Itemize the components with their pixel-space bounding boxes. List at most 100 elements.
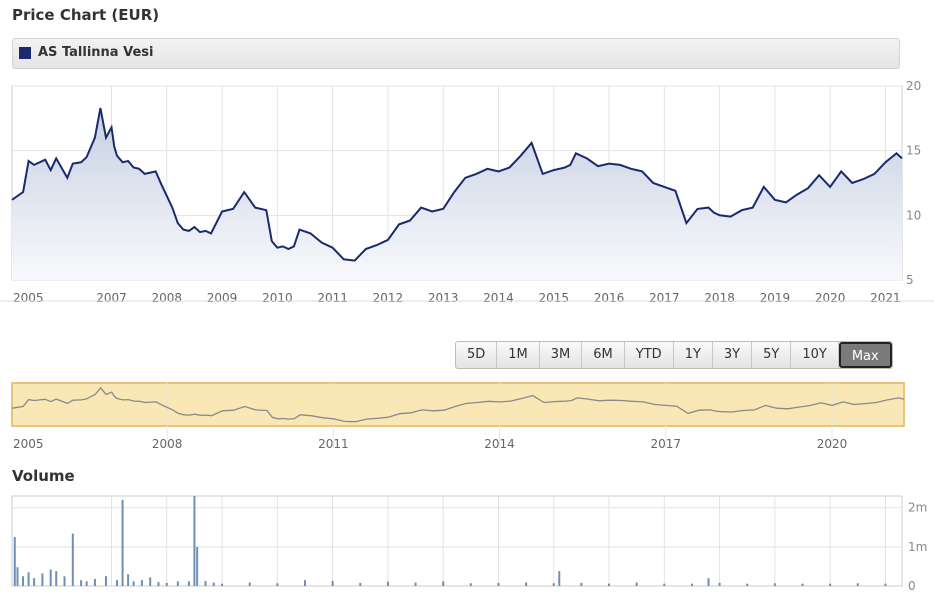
navigator-x-label: 2008 <box>152 437 183 451</box>
range-button-5d[interactable]: 5D <box>456 342 498 368</box>
price-line <box>11 107 903 262</box>
volume-bar <box>204 580 207 586</box>
volume-bar <box>718 582 721 586</box>
volume-bar <box>442 581 445 586</box>
volume-bar <box>157 582 160 586</box>
volume-bar <box>707 578 710 586</box>
volume-bar <box>93 578 96 586</box>
range-button-max[interactable]: Max <box>838 342 892 368</box>
range-button-3y[interactable]: 3Y <box>713 342 753 368</box>
volume-bar <box>121 499 124 586</box>
legend-swatch <box>19 47 31 59</box>
volume-bar <box>386 581 389 586</box>
volume-bar <box>27 572 30 586</box>
volume-bar <box>608 583 611 586</box>
navigator-line <box>11 386 905 423</box>
y-tick-label: 10 <box>906 208 921 222</box>
x-tick-label: 2012 <box>373 291 404 305</box>
volume-plot-area <box>11 495 903 587</box>
x-tick-label: 2016 <box>594 291 625 305</box>
x-tick-label: 2020 <box>815 291 846 305</box>
volume-bar <box>63 576 66 586</box>
navigator-x-label: 2017 <box>650 437 681 451</box>
x-tick-label: 2011 <box>317 291 348 305</box>
x-tick-label: 2013 <box>428 291 459 305</box>
volume-bar <box>497 582 500 586</box>
range-button-5y[interactable]: 5Y <box>752 342 792 368</box>
volume-bar <box>469 583 472 586</box>
x-tick-label: 2007 <box>96 291 127 305</box>
volume-bar <box>127 574 130 586</box>
volume-bar <box>140 580 143 586</box>
volume-bar <box>414 582 417 586</box>
volume-bar <box>829 583 832 586</box>
volume-bar <box>580 582 583 586</box>
volume-bar <box>33 578 36 586</box>
volume-bar <box>55 571 58 586</box>
volume-bar <box>884 583 887 586</box>
navigator-x-label: 2005 <box>13 437 44 451</box>
navigator-x-label: 2014 <box>484 437 515 451</box>
volume-bar <box>773 583 776 586</box>
legend-series-name: AS Tallinna Vesi <box>38 45 154 60</box>
volume-y-tick-label: 2m <box>908 501 927 515</box>
page-title: Price Chart (EUR) <box>12 6 160 24</box>
volume-bar <box>359 582 362 586</box>
x-tick-label: 2005 <box>13 291 44 305</box>
volume-bar <box>165 582 168 586</box>
volume-bar <box>71 533 74 586</box>
range-selector: 5D 1M 3M 6M YTD 1Y 3Y 5Y 10Y Max <box>455 341 893 369</box>
volume-y-tick-label: 0 <box>908 579 916 593</box>
volume-bar <box>176 581 179 586</box>
volume-bar <box>22 576 25 586</box>
navigator-selection <box>11 382 905 427</box>
volume-bar <box>558 571 561 586</box>
volume-bar <box>525 582 528 586</box>
volume-bar <box>690 583 693 586</box>
y-tick-label: 20 <box>906 80 921 93</box>
volume-bar <box>85 581 88 586</box>
volume-bar <box>801 583 804 586</box>
volume-bar <box>221 583 224 586</box>
range-button-1y[interactable]: 1Y <box>674 342 713 368</box>
volume-bar <box>856 583 859 586</box>
volume-bar <box>276 583 279 586</box>
volume-chart[interactable]: 0 1m 2m <box>0 490 934 595</box>
x-tick-label: 2010 <box>262 291 293 305</box>
legend-bar[interactable]: AS Tallinna Vesi <box>12 38 900 69</box>
volume-bar <box>132 581 135 586</box>
range-button-3m[interactable]: 3M <box>540 342 583 368</box>
x-tick-label: 2014 <box>483 291 514 305</box>
volume-bar <box>663 583 666 586</box>
range-button-ytd[interactable]: YTD <box>625 342 674 368</box>
volume-bar <box>13 537 16 586</box>
volume-bar <box>212 582 215 586</box>
x-tick-label: 2021 <box>870 291 901 305</box>
volume-bar <box>16 567 19 586</box>
volume-bar <box>104 576 107 586</box>
volume-bar <box>635 582 638 586</box>
volume-bar <box>149 577 152 586</box>
volume-bar <box>41 573 44 586</box>
navigator-chart[interactable]: 2005 2008 2011 2014 2017 2020 <box>0 376 934 456</box>
volume-bar <box>193 496 196 586</box>
volume-bar <box>187 581 190 586</box>
navigator-x-label: 2011 <box>318 437 349 451</box>
range-button-10y[interactable]: 10Y <box>791 342 839 368</box>
x-tick-label: 2015 <box>538 291 569 305</box>
y-tick-label: 5 <box>906 273 914 287</box>
range-button-1m[interactable]: 1M <box>497 342 540 368</box>
volume-bar <box>196 546 199 586</box>
volume-y-tick-label: 1m <box>908 540 927 554</box>
price-area <box>12 108 902 280</box>
volume-bar <box>746 583 749 586</box>
x-tick-label: 2008 <box>152 291 183 305</box>
volume-bar <box>303 580 306 586</box>
price-chart[interactable]: 5 10 15 20 2005 2007 2008 2009 2010 2011 2012 2013 2… <box>0 80 934 305</box>
volume-bar <box>331 580 334 586</box>
range-button-6m[interactable]: 6M <box>582 342 625 368</box>
volume-bar <box>116 580 119 586</box>
volume-title: Volume <box>12 467 75 485</box>
navigator-x-label: 2020 <box>817 437 848 451</box>
x-tick-label: 2019 <box>760 291 791 305</box>
